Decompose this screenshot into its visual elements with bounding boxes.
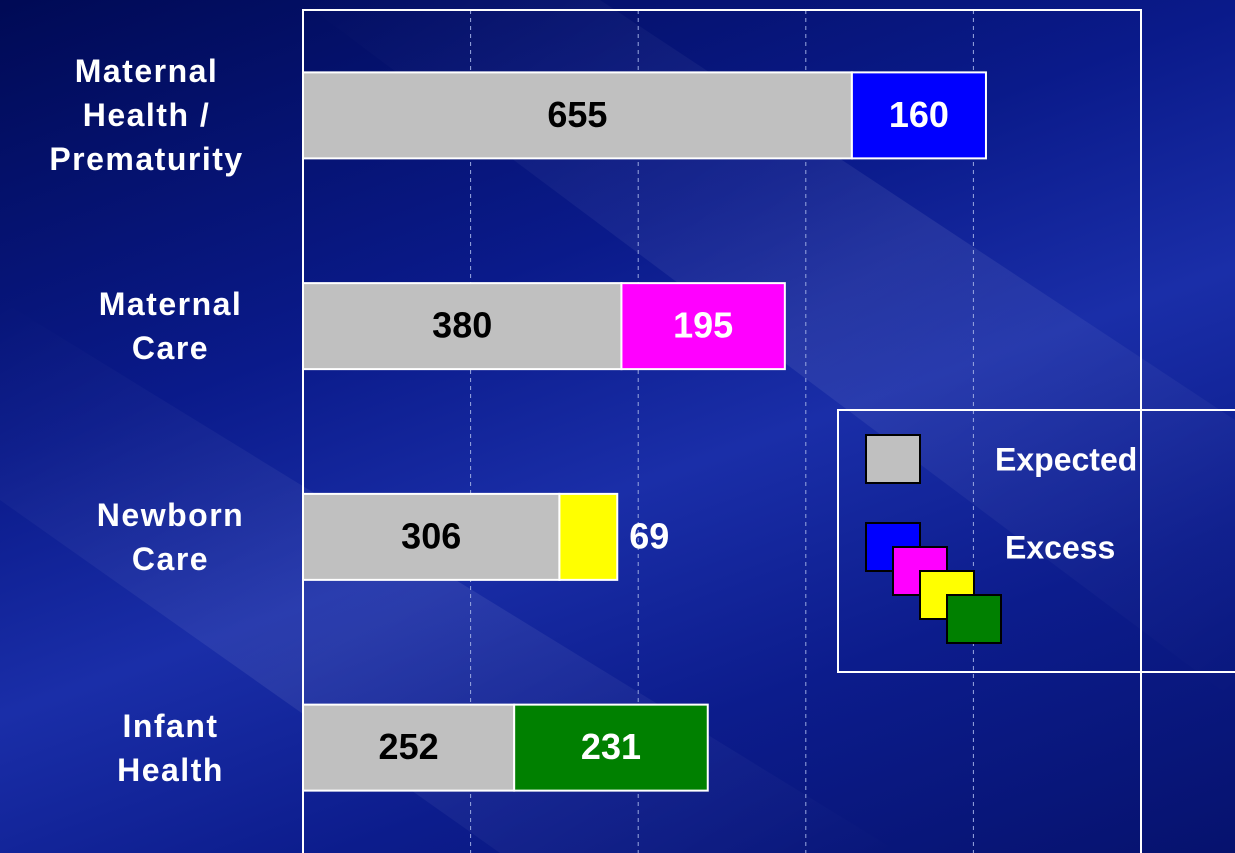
bar-segment (302, 492, 561, 581)
bar-segment (513, 703, 709, 792)
bar-segment (850, 71, 987, 160)
value-label: 160 (889, 94, 949, 135)
value-label: 69 (629, 515, 669, 556)
category-label: Maternal Health / Prematurity (49, 53, 244, 178)
value-label: 252 (379, 726, 439, 767)
value-label: 195 (673, 305, 733, 346)
bar-segment (302, 71, 853, 160)
value-label: 231 (581, 726, 641, 767)
bar-segment (620, 282, 786, 371)
value-label: 655 (547, 94, 607, 135)
legend-swatch (946, 594, 1002, 644)
legend-frame (837, 409, 1235, 673)
bar-segment (558, 492, 619, 581)
plot-frame (302, 9, 1142, 853)
category-label: Infant Health (117, 707, 224, 788)
legend-swatch (865, 434, 921, 484)
value-label: 306 (401, 515, 461, 556)
category-label: Newborn Care (96, 496, 245, 577)
category-label: Maternal Care (98, 286, 243, 367)
bar-segment (302, 282, 623, 371)
legend-label: Expected (995, 441, 1137, 477)
legend-label: Excess (1005, 529, 1115, 565)
value-label: 380 (432, 305, 492, 346)
